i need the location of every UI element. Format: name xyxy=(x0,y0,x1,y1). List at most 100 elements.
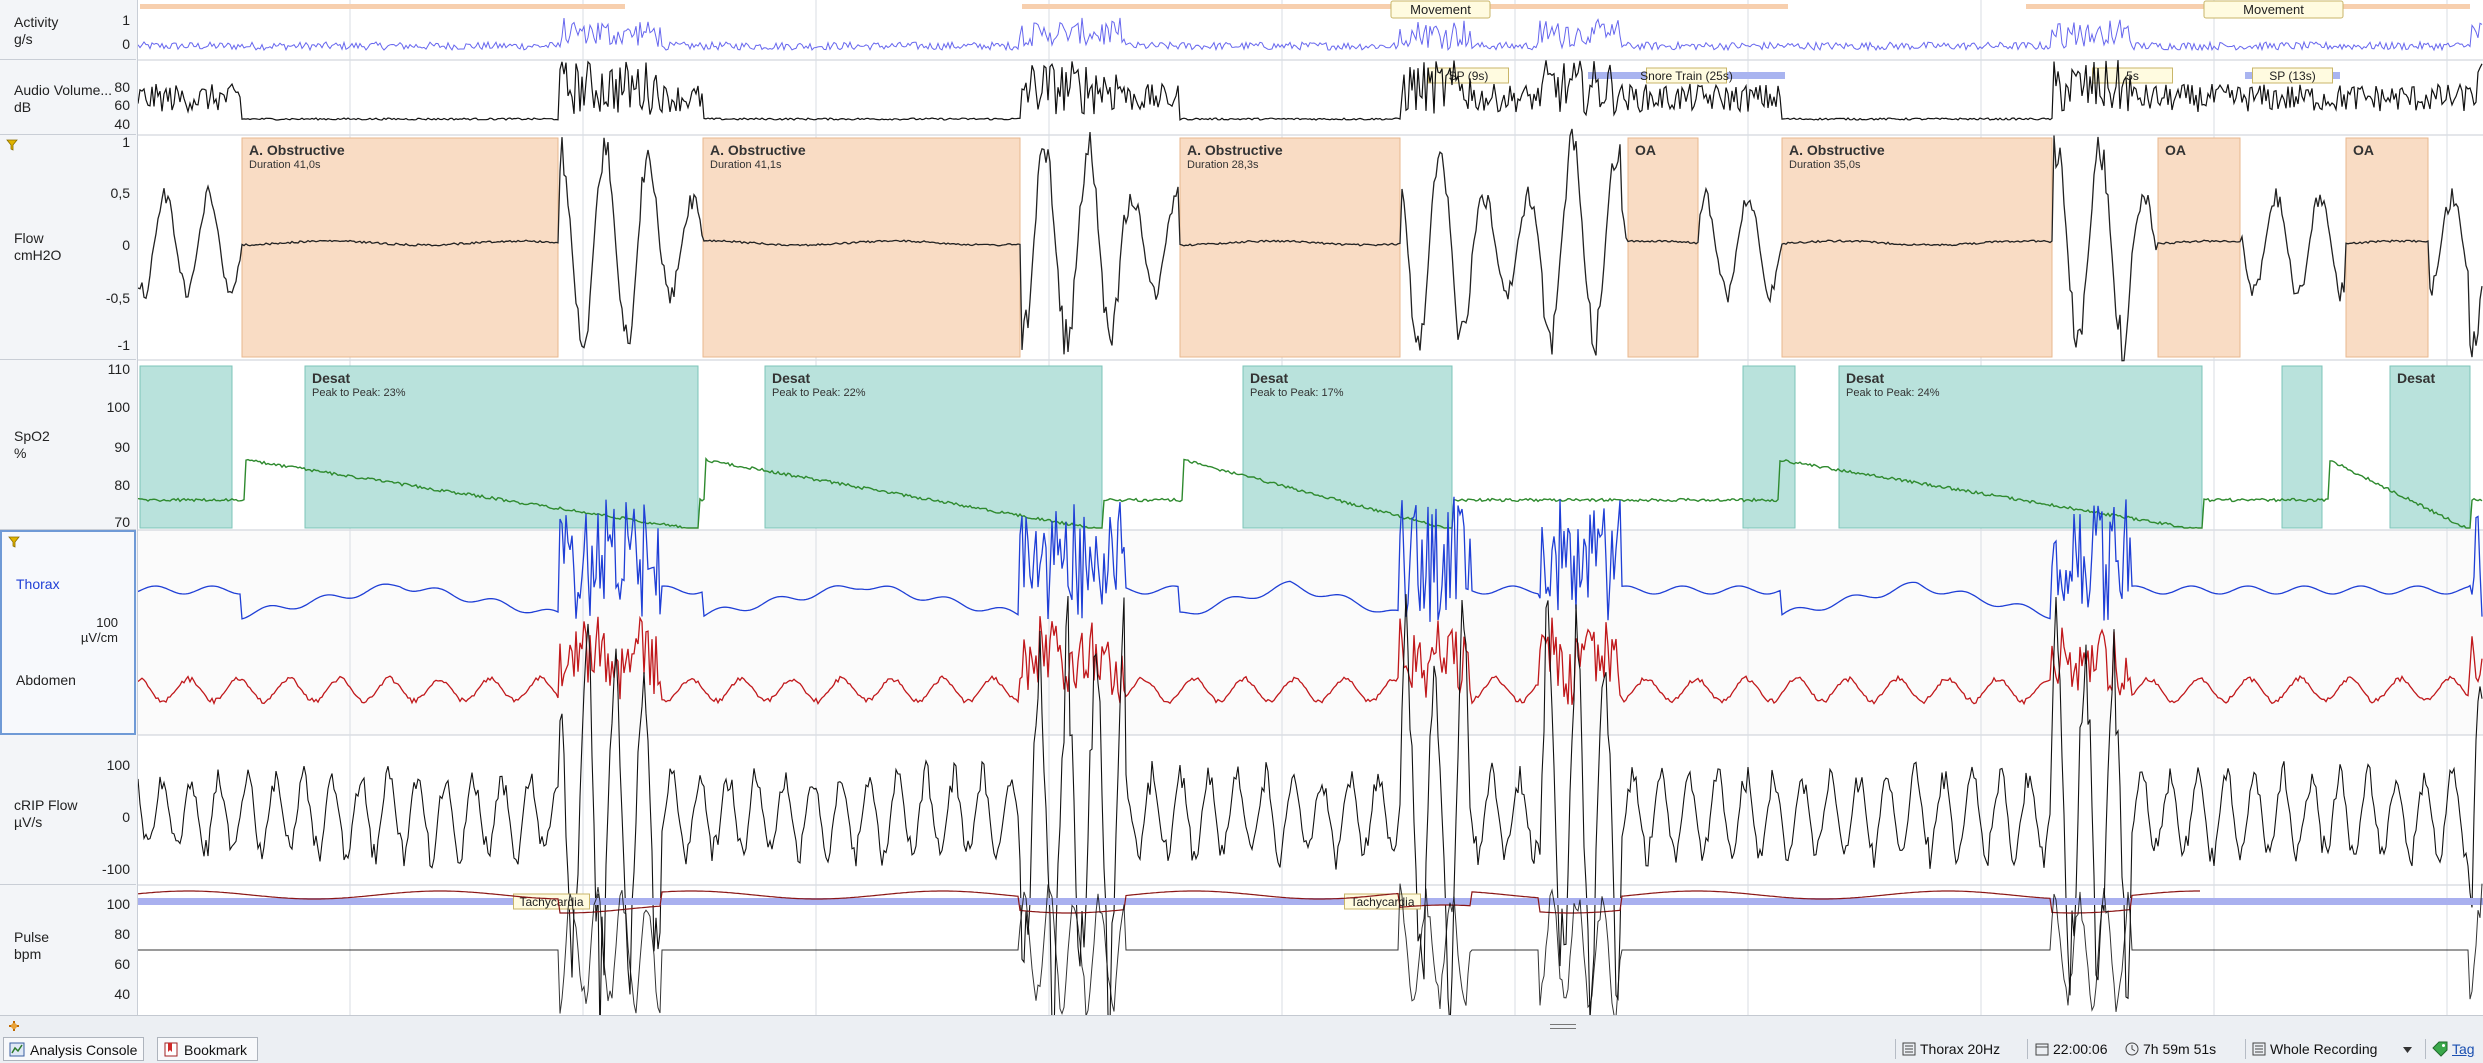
status-channel[interactable]: Thorax 20Hz xyxy=(1920,1041,2001,1057)
filter-icon[interactable] xyxy=(8,536,20,548)
axis-tick: 0,5 xyxy=(110,185,130,201)
flow-trace xyxy=(137,128,2483,362)
event-peak-to-peak: Peak to Peak: 17% xyxy=(1250,387,1344,399)
axis-tick: 100 xyxy=(106,896,130,912)
tab-bookmark[interactable]: Bookmark xyxy=(157,1037,258,1061)
axis-tick: -100 xyxy=(101,861,130,877)
axis-tick: 80 xyxy=(114,79,130,95)
clock-icon xyxy=(2125,1042,2139,1056)
channel-name: Activity xyxy=(14,14,59,30)
channel-label-audio[interactable]: Audio Volume... dB 80 60 40 xyxy=(0,60,136,135)
channel-name-thorax: Thorax xyxy=(16,576,60,592)
oa-event xyxy=(2157,137,2241,358)
axis-tick: 40 xyxy=(114,116,130,132)
tab-label: Bookmark xyxy=(184,1042,248,1058)
tachycardia-box xyxy=(1344,893,1421,910)
range-select[interactable]: Whole Recording xyxy=(2270,1041,2378,1057)
audio-tag-box xyxy=(1646,67,1727,84)
spo2-trace xyxy=(137,457,2483,529)
effort-panel-bg xyxy=(138,530,2483,735)
channel-label-effort[interactable]: Thorax 100 µV/cm Abdomen xyxy=(0,530,136,735)
range-icon xyxy=(2252,1042,2266,1056)
channel-name-abdomen: Abdomen xyxy=(16,672,76,688)
axis-tick: 100 xyxy=(106,399,130,415)
obstructive-apnea-event xyxy=(1781,137,2053,358)
axis-tick: 90 xyxy=(114,439,130,455)
event-title: A. Obstructive xyxy=(249,142,345,158)
event-peak-to-peak: Peak to Peak: 23% xyxy=(312,387,406,399)
channel-unit: dB xyxy=(14,99,32,115)
thorax-trace xyxy=(137,496,2483,622)
desaturation-event xyxy=(2281,365,2323,529)
axis-tick: 1 xyxy=(122,134,130,150)
channel-label-pulse[interactable]: Pulse bpm 100 80 60 40 xyxy=(0,885,136,1015)
bookmark-icon xyxy=(164,1042,178,1057)
splitter-grip[interactable] xyxy=(1550,1024,1576,1029)
channel-label-activity[interactable]: Activity g/s 1 0 xyxy=(0,0,136,60)
axis-tick: -0,5 xyxy=(105,290,130,306)
desaturation-event xyxy=(2389,365,2471,529)
desaturation-event xyxy=(1838,365,2203,529)
event-title: OA xyxy=(2165,142,2186,158)
axis-tick: 60 xyxy=(114,956,130,972)
movement-label: Movement xyxy=(1410,2,1471,17)
audio-tag-box xyxy=(2252,67,2333,84)
channel-label-column: Activity g/s 1 0 Audio Volume... dB 80 6… xyxy=(0,0,138,1015)
channel-unit: bpm xyxy=(14,946,42,962)
axis-scale: 100 xyxy=(96,615,118,630)
audio-trace xyxy=(137,60,2483,121)
event-duration: Duration 35,0s xyxy=(1789,159,1861,171)
axis-tick: 70 xyxy=(114,514,130,530)
desaturation-event xyxy=(304,365,699,529)
event-title: Desat xyxy=(1250,370,1288,386)
event-title: A. Obstructive xyxy=(710,142,806,158)
status-duration: 7h 59m 51s xyxy=(2143,1041,2217,1057)
event-title: Desat xyxy=(772,370,810,386)
event-title: A. Obstructive xyxy=(1789,142,1885,158)
event-title: Desat xyxy=(312,370,350,386)
channel-label-crip[interactable]: cRIP Flow µV/s 100 0 -100 xyxy=(0,735,136,885)
audio-tag-box xyxy=(2092,67,2173,84)
axis-tick: 0 xyxy=(122,237,130,253)
event-title: OA xyxy=(2353,142,2374,158)
axis-tick: 40 xyxy=(114,986,130,1002)
pulse-artifact-trace xyxy=(138,883,2483,1015)
event-duration: Duration 28,3s xyxy=(1187,159,1259,171)
axis-tick: 100 xyxy=(106,757,130,773)
audio-tag-label: 5s xyxy=(2126,69,2139,83)
event-title: OA xyxy=(1635,142,1656,158)
tab-analysis-console[interactable]: Analysis Console xyxy=(3,1037,144,1061)
obstructive-apnea-event xyxy=(1179,137,1401,358)
divider xyxy=(2425,1039,2426,1059)
channel-unit: cmH2O xyxy=(14,247,62,263)
obstructive-apnea-event xyxy=(702,137,1021,358)
oa-event xyxy=(2345,137,2429,358)
movement-label-box xyxy=(2203,0,2344,19)
channel-name: cRIP Flow xyxy=(14,797,78,813)
pin-icon[interactable] xyxy=(6,1018,22,1034)
event-title: Desat xyxy=(2397,370,2435,386)
tag-icon xyxy=(2432,1041,2448,1057)
event-title: Desat xyxy=(1846,370,1884,386)
channel-label-flow[interactable]: Flow cmH2O 1 0,5 0 -0,5 -1 xyxy=(0,135,136,360)
channel-unit: g/s xyxy=(14,31,33,47)
axis-tick: 0 xyxy=(122,809,130,825)
channel-unit: µV/s xyxy=(14,814,43,830)
axis-tick: -1 xyxy=(117,337,130,353)
channel-label-spo2[interactable]: SpO2 % 110 100 90 80 70 xyxy=(0,360,136,530)
event-peak-to-peak: Peak to Peak: 22% xyxy=(772,387,866,399)
event-peak-to-peak: Peak to Peak: 24% xyxy=(1846,387,1940,399)
desaturation-event xyxy=(1742,365,1796,529)
movement-label: Movement xyxy=(2243,2,2304,17)
crip-flow-trace xyxy=(137,594,2483,1015)
channel-icon xyxy=(1902,1042,1916,1056)
tab-label: Analysis Console xyxy=(30,1042,138,1058)
channel-unit: % xyxy=(14,445,27,461)
filter-icon[interactable] xyxy=(6,139,18,151)
chevron-down-icon[interactable] xyxy=(2403,1047,2412,1053)
channel-name: Audio Volume... xyxy=(14,82,113,98)
axis-tick: 80 xyxy=(114,926,130,942)
tag-link[interactable]: Tag xyxy=(2452,1041,2475,1057)
